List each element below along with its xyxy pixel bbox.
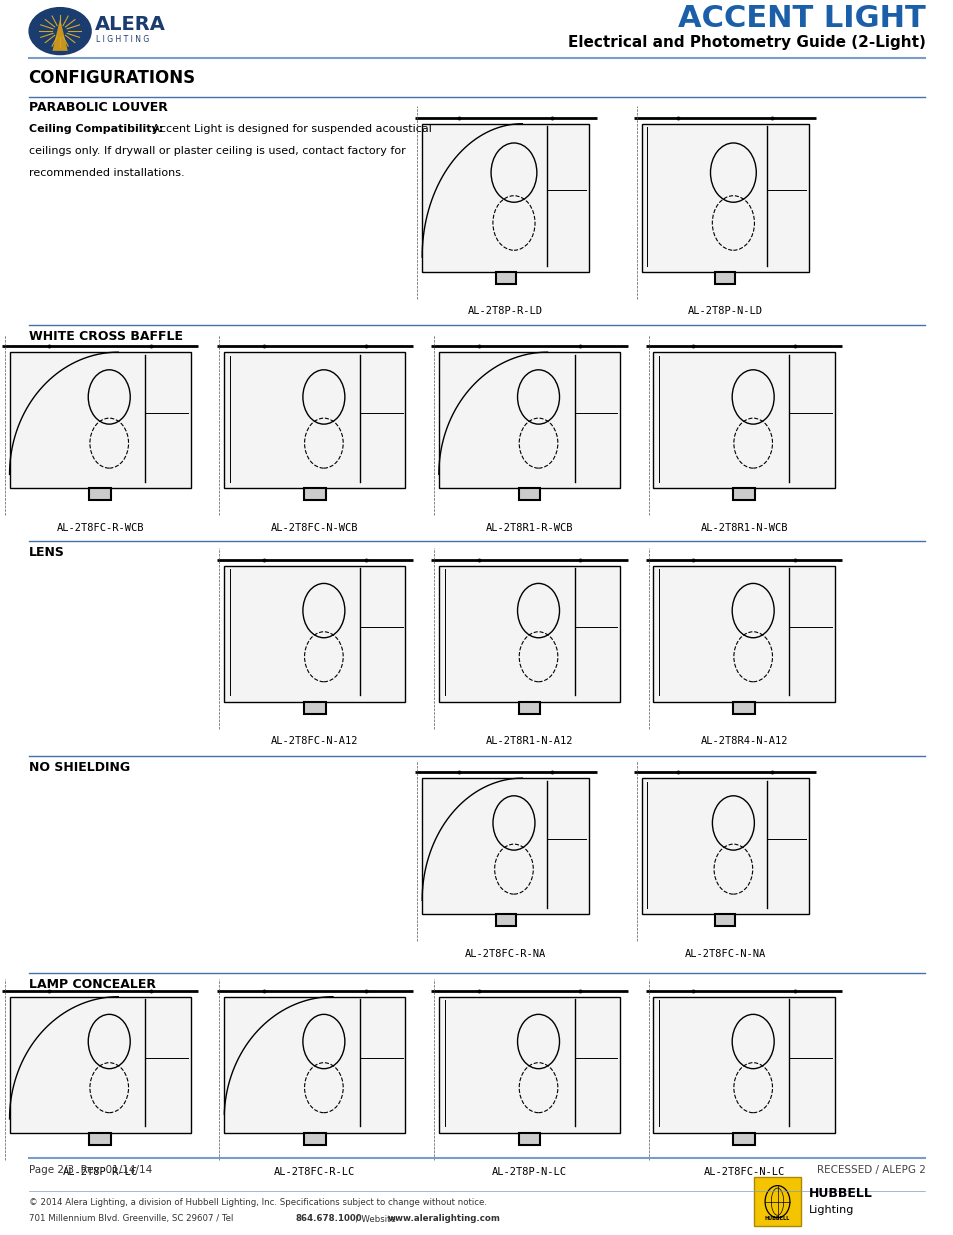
Text: AL-2T8FC-R-LC: AL-2T8FC-R-LC	[274, 1167, 355, 1177]
Text: AL-2T8P-N-LD: AL-2T8P-N-LD	[687, 306, 761, 316]
Bar	[496, 914, 516, 926]
Text: recommended installations.: recommended installations.	[29, 168, 184, 178]
Bar	[224, 352, 405, 488]
Bar	[733, 701, 754, 714]
Bar	[438, 997, 619, 1132]
Bar	[715, 272, 734, 284]
Bar	[10, 352, 191, 488]
Text: AL-2T8FC-R-WCB: AL-2T8FC-R-WCB	[56, 522, 144, 532]
Polygon shape	[52, 19, 68, 51]
Bar	[753, 1177, 801, 1226]
Text: L I G H T I N G: L I G H T I N G	[96, 36, 150, 44]
Text: RECESSED / ALEPG 2: RECESSED / ALEPG 2	[816, 1165, 924, 1174]
Text: Page 2/3  Rev. 01/14/14: Page 2/3 Rev. 01/14/14	[29, 1165, 152, 1174]
Text: AL-2T8R1-N-A12: AL-2T8R1-N-A12	[485, 736, 573, 746]
Text: Lighting: Lighting	[808, 1205, 854, 1215]
Text: AL-2T8R1-N-WCB: AL-2T8R1-N-WCB	[700, 522, 787, 532]
Text: HUBBELL: HUBBELL	[764, 1216, 789, 1221]
Text: AL-2T8FC-N-NA: AL-2T8FC-N-NA	[683, 948, 765, 958]
Bar	[438, 352, 619, 488]
Text: AL-2T8P-R-LD: AL-2T8P-R-LD	[468, 306, 542, 316]
Bar	[421, 124, 588, 272]
Bar	[653, 352, 834, 488]
Bar	[733, 488, 754, 500]
Bar	[496, 272, 516, 284]
Text: 864.678.1000: 864.678.1000	[295, 1214, 362, 1223]
Bar	[90, 488, 111, 500]
Bar	[304, 1132, 325, 1145]
Bar	[653, 997, 834, 1132]
Bar	[715, 914, 734, 926]
Text: AL-2T8FC-N-A12: AL-2T8FC-N-A12	[271, 736, 358, 746]
Bar	[421, 778, 588, 914]
Bar	[10, 997, 191, 1132]
Text: AL-2T8FC-R-NA: AL-2T8FC-R-NA	[464, 948, 546, 958]
Text: AL-2T8P-R-LC: AL-2T8P-R-LC	[63, 1167, 137, 1177]
Text: NO SHIELDING: NO SHIELDING	[29, 761, 130, 774]
Text: © 2014 Alera Lighting, a division of Hubbell Lighting, Inc. Specifications subje: © 2014 Alera Lighting, a division of Hub…	[29, 1198, 486, 1207]
Bar	[653, 566, 834, 701]
Text: CONFIGURATIONS: CONFIGURATIONS	[29, 69, 195, 88]
Bar	[438, 566, 619, 701]
Text: Accent Light is designed for suspended acoustical: Accent Light is designed for suspended a…	[149, 124, 432, 133]
Text: WHITE CROSS BAFFLE: WHITE CROSS BAFFLE	[29, 330, 182, 343]
Text: ALERA: ALERA	[95, 15, 166, 35]
Text: ACCENT LIGHT: ACCENT LIGHT	[677, 4, 924, 33]
Bar	[224, 566, 405, 701]
Text: ceilings only. If drywall or plaster ceiling is used, contact factory for: ceilings only. If drywall or plaster cei…	[29, 146, 405, 156]
Text: AL-2T8P-N-LC: AL-2T8P-N-LC	[492, 1167, 566, 1177]
Bar	[224, 997, 405, 1132]
Bar	[518, 488, 539, 500]
Bar	[90, 1132, 111, 1145]
Text: www.aleralighting.com: www.aleralighting.com	[387, 1214, 499, 1223]
Text: / Website: / Website	[353, 1214, 398, 1223]
Bar	[304, 701, 325, 714]
Bar	[518, 1132, 539, 1145]
Bar	[518, 701, 539, 714]
Bar	[640, 778, 807, 914]
Ellipse shape	[30, 7, 91, 54]
Text: AL-2T8FC-N-LC: AL-2T8FC-N-LC	[702, 1167, 784, 1177]
Text: HUBBELL: HUBBELL	[808, 1187, 872, 1199]
Text: AL-2T8R4-N-A12: AL-2T8R4-N-A12	[700, 736, 787, 746]
Text: 701 Millennium Blvd. Greenville, SC 29607 / Tel: 701 Millennium Blvd. Greenville, SC 2960…	[29, 1214, 235, 1223]
Text: Electrical and Photometry Guide (2-Light): Electrical and Photometry Guide (2-Light…	[567, 35, 924, 49]
Text: LAMP CONCEALER: LAMP CONCEALER	[29, 978, 155, 992]
Text: LENS: LENS	[29, 546, 65, 559]
Text: PARABOLIC LOUVER: PARABOLIC LOUVER	[29, 101, 168, 115]
Bar	[640, 124, 807, 272]
Text: AL-2T8R1-R-WCB: AL-2T8R1-R-WCB	[485, 522, 573, 532]
Bar	[733, 1132, 754, 1145]
Bar	[304, 488, 325, 500]
Text: AL-2T8FC-N-WCB: AL-2T8FC-N-WCB	[271, 522, 358, 532]
Text: Ceiling Compatibility:: Ceiling Compatibility:	[29, 124, 163, 133]
